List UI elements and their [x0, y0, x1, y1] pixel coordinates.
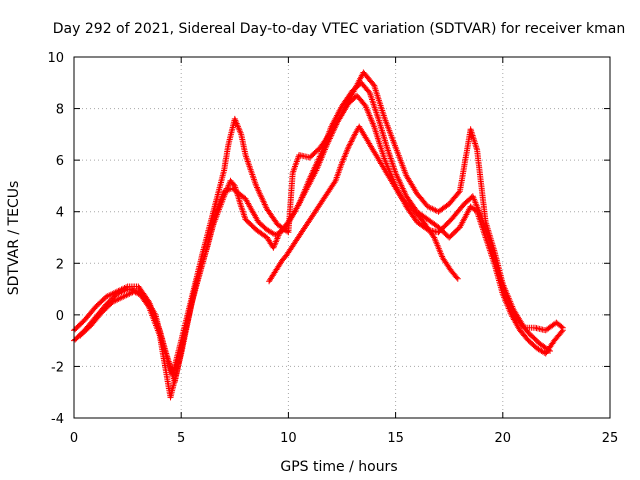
x-axis-label: GPS time / hours — [280, 459, 397, 475]
x-tick-label: 0 — [70, 431, 78, 446]
plot-frame — [73, 56, 611, 419]
y-tick-label: 0 — [56, 309, 64, 324]
plus-markers — [77, 92, 553, 385]
x-tick-label: 15 — [387, 431, 404, 446]
y-tick-label: 8 — [56, 103, 64, 118]
series-track-c — [77, 92, 553, 385]
y-tick-label: 2 — [56, 257, 64, 272]
y-tick-label: 6 — [56, 154, 64, 169]
y-tick-label: 10 — [47, 51, 64, 66]
x-tick-label: 25 — [602, 431, 619, 446]
x-tick-label: 10 — [280, 431, 297, 446]
x-tick-label: 5 — [177, 431, 185, 446]
chart-title: Day 292 of 2021, Sidereal Day-to-day VTE… — [53, 21, 625, 37]
x-tick-label: 20 — [495, 431, 512, 446]
series-track-b — [71, 69, 566, 378]
data-points — [71, 69, 566, 401]
y-tick-label: -2 — [51, 360, 64, 375]
plus-markers — [71, 69, 566, 378]
y-tick-label: 4 — [56, 206, 64, 221]
axis-ticks: 0 5 10 15 20 25 -4 -2 0 2 4 6 8 10 — [47, 51, 618, 446]
y-axis-label: SDTVAR / TECUs — [6, 181, 22, 296]
y-tick-label: -4 — [51, 412, 64, 427]
plus-markers — [266, 123, 461, 285]
series-track-d — [266, 123, 461, 285]
